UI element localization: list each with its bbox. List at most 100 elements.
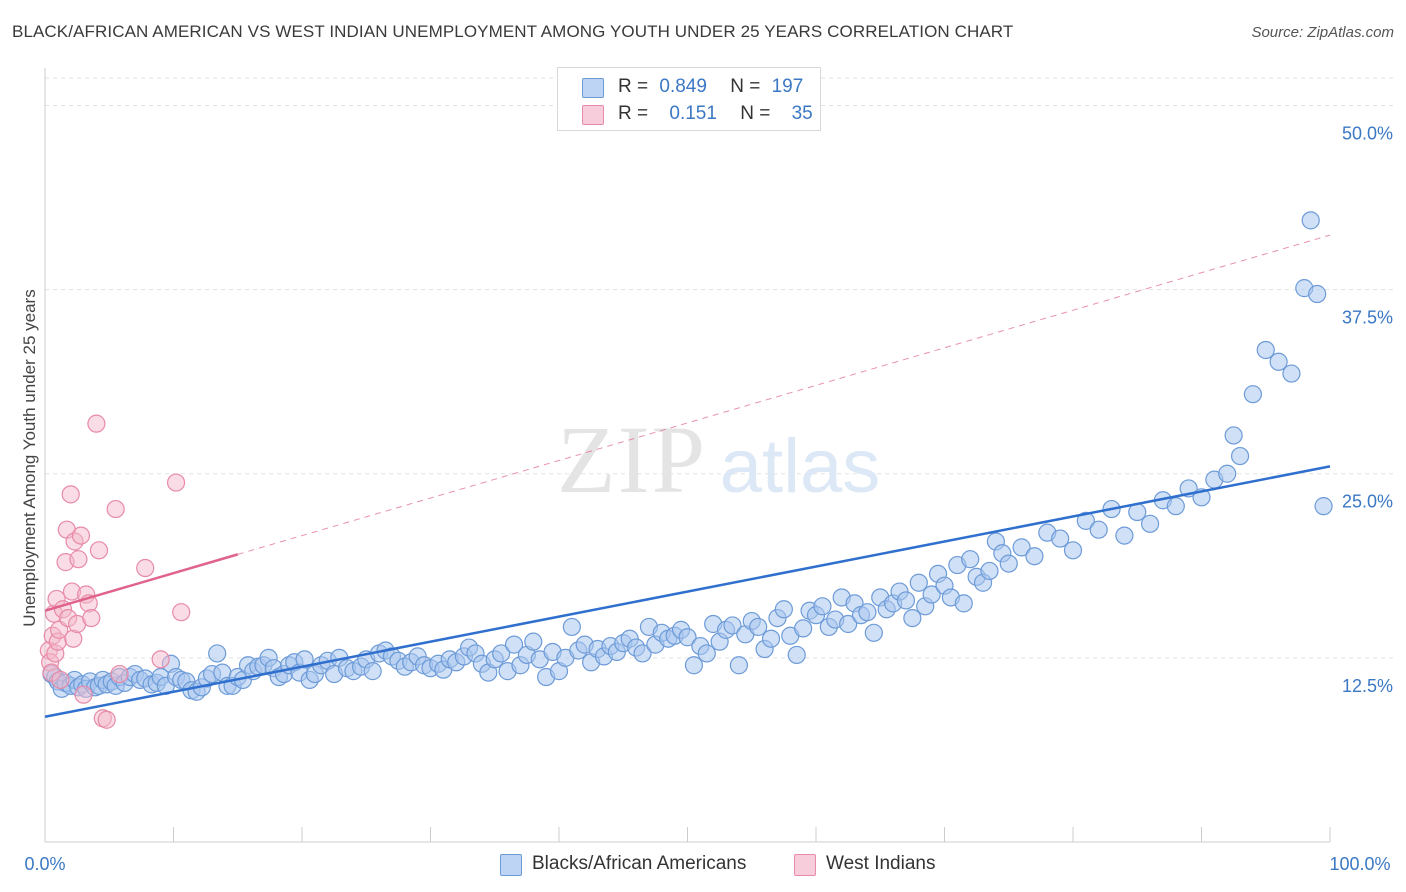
trend-line-blacks bbox=[44, 465, 1331, 719]
trend-line-west-indians-solid bbox=[44, 553, 239, 612]
point-west-indians bbox=[61, 485, 80, 504]
point-west-indians bbox=[110, 664, 129, 684]
point-blacks bbox=[723, 616, 742, 635]
legend-r-label: R = bbox=[618, 76, 649, 97]
point-blacks bbox=[787, 645, 806, 665]
point-blacks bbox=[922, 585, 941, 604]
point-blacks bbox=[1269, 352, 1288, 371]
point-blacks bbox=[729, 656, 749, 675]
point-blacks bbox=[1140, 514, 1160, 533]
chart-title: BLACK/AFRICAN AMERICAN VS WEST INDIAN UN… bbox=[12, 22, 1014, 41]
trend-lines bbox=[44, 234, 1331, 719]
watermark-atlas: atlas bbox=[720, 424, 881, 509]
correlation-legend: R = 0.849 N = 197 R = 0.151 N = 35 bbox=[557, 67, 821, 131]
y-tick-label: 12.5% bbox=[1342, 676, 1393, 696]
point-west-indians bbox=[51, 670, 70, 690]
point-blacks bbox=[524, 632, 543, 651]
point-blacks bbox=[813, 597, 832, 616]
point-west-indians bbox=[71, 526, 91, 545]
point-west-indians bbox=[106, 499, 125, 519]
y-tick-label: 50.0% bbox=[1342, 123, 1393, 143]
legend-swatch-blue bbox=[500, 854, 522, 876]
trend-line-west-indians-dashed bbox=[237, 234, 1331, 555]
point-blacks bbox=[1012, 538, 1031, 557]
gridlines bbox=[45, 77, 1395, 659]
point-west-indians bbox=[87, 414, 106, 433]
point-blacks bbox=[492, 644, 511, 663]
point-blacks bbox=[1166, 497, 1185, 516]
point-west-indians bbox=[97, 710, 116, 729]
point-blacks bbox=[295, 650, 314, 669]
point-blacks bbox=[678, 628, 697, 647]
series-west-indians-points bbox=[39, 414, 191, 729]
legend-label-west-indians: West Indians bbox=[826, 853, 936, 874]
point-blacks bbox=[633, 644, 652, 663]
point-blacks bbox=[1282, 364, 1301, 383]
legend-r-label: R = bbox=[618, 103, 649, 124]
point-blacks bbox=[961, 550, 980, 569]
point-blacks bbox=[909, 573, 928, 592]
point-blacks bbox=[1308, 284, 1327, 304]
point-west-indians bbox=[151, 650, 170, 669]
point-blacks bbox=[903, 608, 922, 628]
point-west-indians bbox=[82, 608, 101, 628]
point-blacks bbox=[999, 554, 1018, 573]
y-tick-label: 25.0% bbox=[1342, 492, 1393, 512]
point-blacks bbox=[1230, 446, 1250, 466]
point-blacks bbox=[562, 617, 581, 637]
legend-n-label: N = bbox=[740, 103, 771, 124]
point-blacks bbox=[1218, 464, 1237, 483]
point-blacks bbox=[1089, 520, 1108, 539]
point-blacks bbox=[684, 656, 704, 675]
legend-swatch-pink bbox=[794, 854, 816, 876]
legend-swatch-blue bbox=[582, 78, 604, 98]
point-blacks bbox=[1314, 497, 1333, 516]
tick-labels: 12.5% 25.0% 37.5% 50.0% 0.0% 100.0% bbox=[24, 123, 1393, 874]
legend-n-label: N = bbox=[730, 76, 761, 97]
point-west-indians bbox=[69, 550, 88, 569]
y-tick-label: 37.5% bbox=[1342, 308, 1393, 328]
watermark: ZIP atlas bbox=[557, 406, 880, 513]
point-blacks bbox=[1076, 511, 1095, 530]
source-label: Source: ZipAtlas.com bbox=[1251, 24, 1394, 41]
point-blacks bbox=[749, 617, 768, 637]
point-blacks bbox=[774, 600, 793, 619]
point-west-indians bbox=[74, 685, 93, 704]
legend-r-value: 0.151 bbox=[669, 103, 717, 124]
x-tick-label-left: 0.0% bbox=[24, 854, 65, 874]
point-west-indians bbox=[136, 558, 155, 578]
point-blacks bbox=[858, 603, 877, 622]
x-tick-label-right: 100.0% bbox=[1329, 854, 1390, 874]
series-legend: Blacks/African Americans West Indians bbox=[0, 850, 1406, 880]
legend-n-value: 197 bbox=[771, 76, 804, 97]
legend-label-blacks: Blacks/African Americans bbox=[532, 853, 747, 874]
point-blacks bbox=[896, 591, 916, 610]
point-blacks bbox=[1115, 526, 1134, 545]
point-blacks bbox=[1025, 547, 1044, 566]
point-blacks bbox=[208, 644, 227, 663]
point-west-indians bbox=[89, 541, 109, 560]
point-blacks bbox=[1256, 340, 1275, 360]
point-blacks bbox=[980, 561, 999, 581]
legend-swatch-pink bbox=[582, 105, 604, 125]
axes bbox=[44, 68, 1331, 843]
point-blacks bbox=[1243, 385, 1263, 404]
point-blacks bbox=[1224, 426, 1243, 445]
watermark-zip: ZIP bbox=[557, 406, 707, 513]
point-blacks bbox=[839, 614, 858, 634]
legend-r-value: 0.849 bbox=[659, 76, 707, 97]
point-blacks bbox=[794, 619, 813, 638]
point-blacks bbox=[697, 644, 716, 663]
point-blacks bbox=[1051, 529, 1070, 548]
legend-n-value: 35 bbox=[791, 103, 813, 124]
point-blacks bbox=[1301, 211, 1320, 230]
point-west-indians bbox=[172, 603, 191, 622]
point-blacks bbox=[504, 635, 524, 654]
point-blacks bbox=[363, 662, 382, 681]
point-blacks bbox=[761, 629, 781, 648]
point-blacks bbox=[954, 594, 973, 613]
point-blacks bbox=[1063, 541, 1083, 560]
y-axis-label: Unemployment Among Youth under 25 years bbox=[20, 289, 39, 627]
point-blacks bbox=[864, 623, 883, 642]
